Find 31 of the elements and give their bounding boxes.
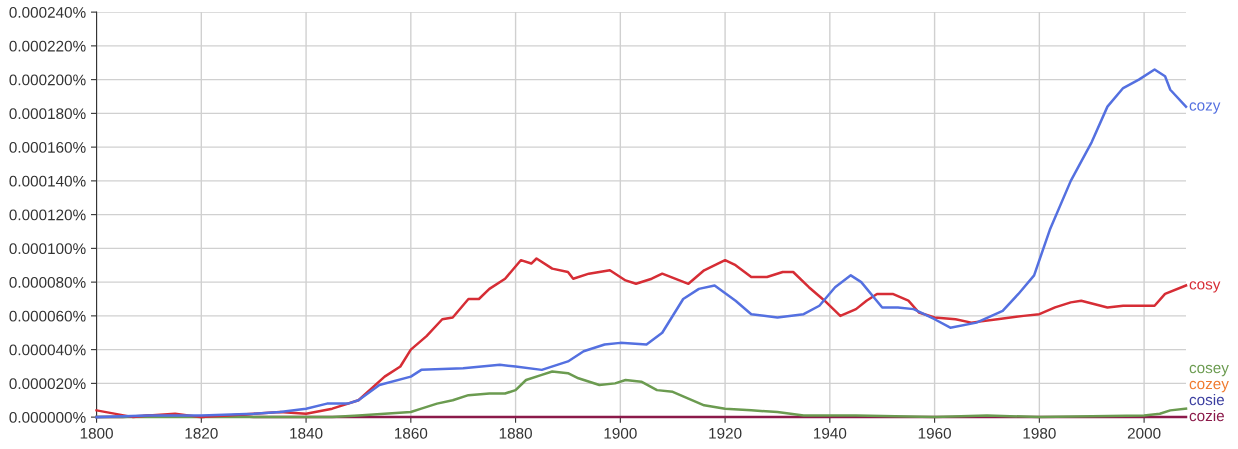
x-tick-label: 1920 — [709, 427, 742, 439]
y-tick-label: 0.000240% — [9, 6, 86, 18]
x-tick-label: 2000 — [1127, 427, 1161, 439]
y-tick-label: 0.000160% — [9, 141, 86, 153]
x-tick-label: 1940 — [814, 427, 847, 439]
y-tick-label: 0.000040% — [9, 344, 86, 356]
x-tick-label: 1840 — [290, 427, 323, 439]
y-tick-label: 0.000200% — [9, 74, 86, 86]
line-series — [95, 68, 1188, 419]
legend-label: cosie — [1189, 394, 1224, 406]
x-tick-label: 1980 — [1023, 427, 1056, 439]
legend-label: cozey — [1189, 380, 1229, 393]
series-label: cosy — [1189, 281, 1221, 293]
y-tick-label: 0.000100% — [9, 243, 86, 255]
y-tick-label: 0.000020% — [9, 378, 86, 390]
y-tick-label: 0.000080% — [9, 276, 86, 288]
y-tick-label: 0.000140% — [9, 175, 86, 187]
x-tick-label: 1800 — [80, 427, 113, 439]
series-label: cozy — [1189, 102, 1221, 114]
y-tick-label: 0.000060% — [9, 310, 86, 322]
y-tick-label: 0.000180% — [9, 108, 86, 120]
x-tick-label: 1880 — [499, 427, 532, 439]
y-tick-label: 0.000220% — [9, 40, 86, 52]
series-label: cozie — [1189, 410, 1224, 422]
y-tick-label: 0.000000% — [9, 411, 86, 423]
x-tick-label: 1900 — [604, 427, 637, 439]
y-tick-label: 0.000120% — [9, 209, 86, 221]
text: cosey — [1189, 364, 1229, 377]
x-tick-label: 1960 — [918, 427, 951, 439]
x-tick-label: 1820 — [185, 427, 218, 439]
x-tick-label: 1860 — [395, 427, 428, 439]
